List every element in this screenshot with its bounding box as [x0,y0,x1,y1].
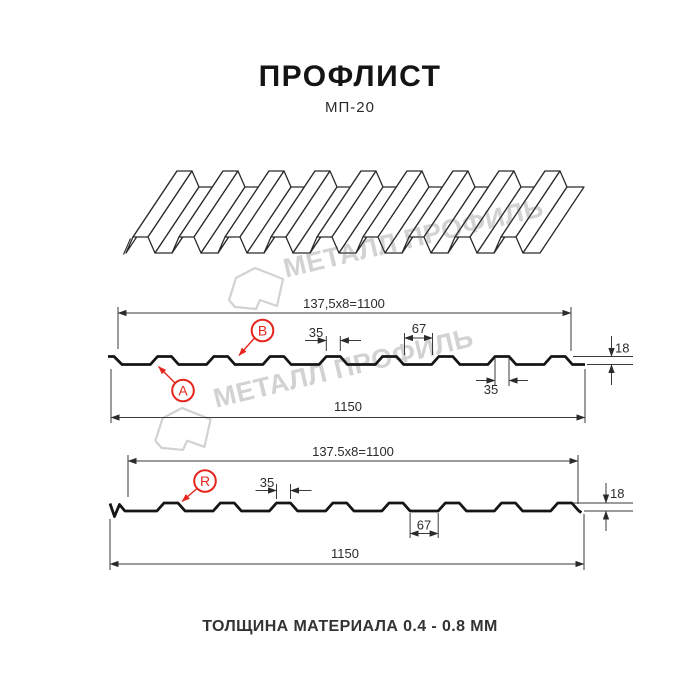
page-title: ПРОФЛИСТ [258,60,442,93]
dim-label-bottom-crest: 35 [260,475,274,490]
dim-label-top-bottom-crest: 35 [484,382,498,397]
dim-top-valley-67 [404,333,433,355]
dim-label-top-pitch: 137,5x8=1100 [303,296,385,311]
dim-top-pitch [117,307,572,351]
dim-label-top-total: 1150 [334,399,362,414]
callout-a-label: A [178,383,188,399]
dim-bottom-pitch [127,455,579,504]
material-thickness-note: ТОЛЩИНА МАТЕРИАЛА 0.4 - 0.8 ММ [202,618,498,635]
dim-top-bottom-35 [476,358,528,386]
callout-b: B [238,318,275,356]
dim-label-top-height: 18 [615,341,629,356]
dim-bottom-crest-35 [255,484,312,499]
callout-b-label: B [258,323,267,339]
dim-label-bottom-height: 18 [610,486,624,501]
dim-top-height-18 [573,336,633,385]
dim-top-crest-35 [305,336,361,351]
dim-label-bottom-pitch: 137.5x8=1100 [312,444,394,459]
callout-a: A [158,366,195,403]
dim-label-top-crest: 35 [309,325,323,340]
callout-r: R [181,469,217,503]
callout-r-label: R [200,473,210,489]
dim-bottom-height-18 [573,483,633,531]
profile-model-subtitle: МП-20 [325,99,375,116]
dim-label-top-valley: 67 [412,321,426,336]
profile-bottom-path [108,501,583,518]
dim-label-bottom-valley: 67 [417,518,431,533]
profile-bottom-drawing: 137.5x8=1100 1150 35 67 18 R [108,444,633,570]
profile-top-drawing: 137,5x8=1100 1150 35 67 18 35 A B [108,296,633,423]
dim-bottom-valley-67 [409,513,439,538]
dim-bottom-total [109,514,585,570]
dim-label-bottom-total: 1150 [331,546,359,561]
sheet-3d-cut-edge [122,238,132,255]
profile-top-path [108,355,585,366]
sheet-3d-drawing [125,170,585,254]
